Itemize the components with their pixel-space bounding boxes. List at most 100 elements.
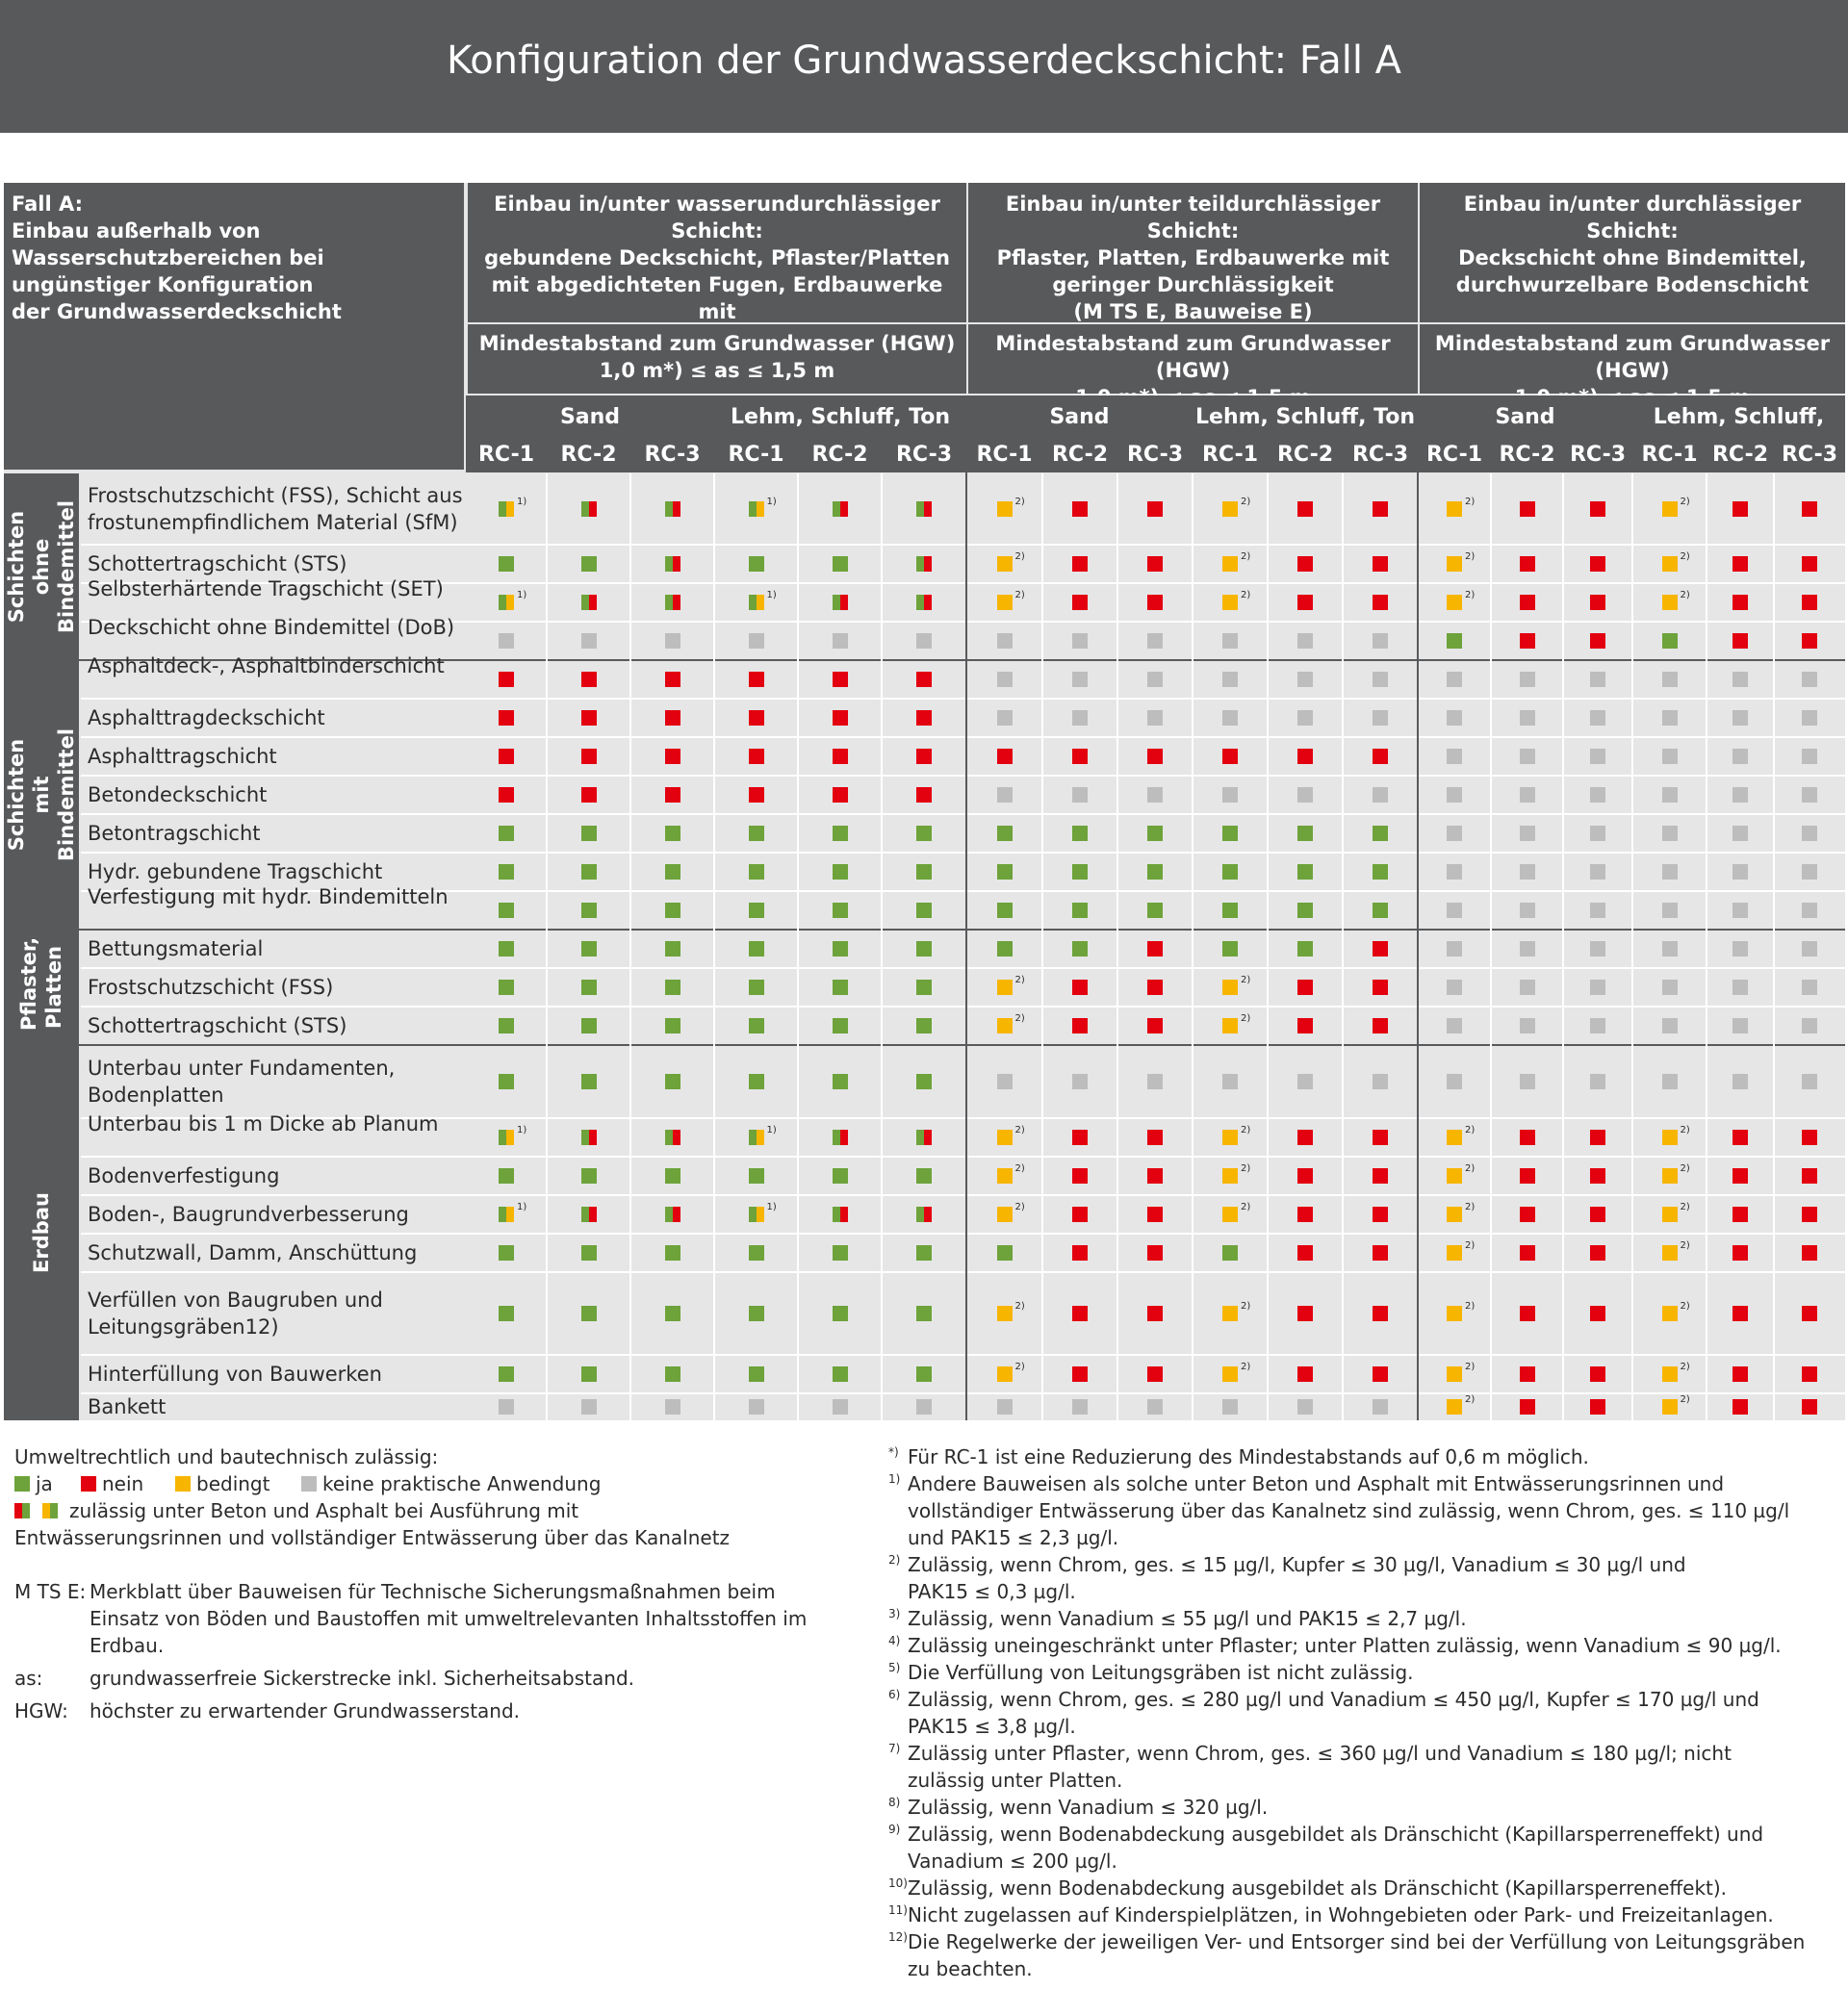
status-cell [916, 556, 932, 572]
no-marker [499, 787, 514, 803]
rc-header: RC-1 [466, 436, 547, 472]
rc-header: RC-2 [1042, 436, 1117, 472]
no-marker [1732, 633, 1748, 649]
no-marker [1373, 595, 1388, 610]
na-marker [1072, 633, 1088, 649]
yes-marker [916, 1245, 932, 1261]
yes-marker [832, 1245, 848, 1261]
yes-marker [832, 1306, 848, 1321]
status-cell [1072, 1245, 1088, 1261]
footnote-marker: 9) [888, 1823, 901, 1836]
yes-marker [832, 980, 848, 995]
status-cell [1590, 1018, 1605, 1033]
row-label: Bankett [88, 1395, 167, 1418]
status-cell [1147, 595, 1163, 610]
na-marker [1519, 1018, 1535, 1033]
distance-header: Mindestabstand zum Grundwasser (HGW)1,0 … [1420, 324, 1845, 409]
conditional-marker [996, 556, 1013, 572]
na-marker [499, 633, 514, 649]
group-header: Einbau in/unter wasserundurchlässiger Sc… [468, 183, 966, 350]
status-cell [748, 787, 764, 803]
yes-marker [1072, 826, 1088, 841]
status-cell: 2) [996, 551, 1025, 572]
status-cell: 2) [996, 1125, 1025, 1145]
no-marker [1072, 1306, 1088, 1321]
status-cell [916, 1074, 932, 1089]
yes-marker [916, 826, 932, 841]
status-cell [664, 672, 680, 687]
status-cell [1590, 1130, 1605, 1145]
mixed-marker-part [664, 501, 673, 517]
no-marker [1590, 1245, 1605, 1261]
section-label: Schichten mit Bindemittel [4, 660, 79, 930]
status-cell [1590, 980, 1605, 995]
abbrev-text: Merkblatt über Bauweisen für Technische … [90, 1580, 776, 1603]
group-header-line: geringer Durchlässigkeit [1052, 273, 1334, 296]
status-cell [1147, 1168, 1163, 1184]
status-cell: 2) [1661, 1301, 1690, 1321]
mixed-marker-part [916, 556, 924, 572]
footnote-mark: 2) [1014, 1013, 1025, 1024]
rc-header: RC-2 [798, 436, 882, 472]
footnote-mark: 2) [1241, 1013, 1251, 1024]
status-cell [1222, 633, 1238, 649]
footnote-text: Zulässig, wenn Vanadium ≤ 55 µg/l und PA… [908, 1607, 1467, 1630]
status-cell [996, 1074, 1013, 1089]
row-divider [81, 1156, 1845, 1158]
yes-marker [580, 1366, 597, 1382]
status-cell [1732, 1306, 1748, 1321]
status-cell [499, 1018, 514, 1033]
yes-marker [664, 1245, 680, 1261]
legend-na: keine praktische Anwendung [322, 1472, 602, 1495]
status-cell [1447, 710, 1462, 726]
status-cell [832, 595, 848, 610]
status-cell [1519, 1130, 1535, 1145]
no-marker [1297, 1207, 1313, 1222]
footnote-mark: 2) [1241, 551, 1251, 562]
status-cell [1590, 826, 1605, 841]
no-marker [1297, 556, 1313, 572]
footnote-text: Die Verfüllung von Leitungsgräben ist ni… [908, 1661, 1414, 1684]
group-header: Einbau in/unter teildurchlässiger Schich… [968, 183, 1418, 323]
status-cell [1519, 633, 1535, 649]
status-cell [1519, 1207, 1535, 1222]
status-cell [748, 556, 764, 572]
status-cell: 2) [996, 975, 1025, 995]
legend-mixed-line1: zulässig unter Beton und Asphalt bei Aus… [69, 1499, 579, 1522]
legend-no: nein [102, 1472, 144, 1495]
status-cell: 2) [1447, 1202, 1475, 1222]
footnote-mark: 2) [1241, 1202, 1251, 1212]
mixed-marker-part [924, 1130, 932, 1145]
status-cell [499, 672, 514, 687]
no-marker [1732, 1399, 1748, 1415]
footnote-mark: 2) [1680, 1202, 1690, 1212]
status-cell [748, 903, 764, 918]
status-cell [832, 826, 848, 841]
no-marker [1732, 1245, 1748, 1261]
na-marker [1732, 1018, 1748, 1033]
rc-header: RC-3 [1343, 436, 1418, 472]
no-marker [1802, 1130, 1817, 1145]
na-marker [1373, 672, 1388, 687]
yes-marker [996, 941, 1013, 957]
status-cell: 1) [499, 1202, 526, 1222]
na-marker [1447, 826, 1462, 841]
na-marker [1590, 980, 1605, 995]
status-cell: 2) [1222, 1125, 1250, 1145]
mixed-marker-part [499, 1130, 506, 1145]
no-marker [916, 672, 932, 687]
status-cell [1519, 710, 1535, 726]
no-marker [1732, 595, 1748, 610]
status-cell [1802, 595, 1817, 610]
status-cell [1802, 710, 1817, 726]
status-cell [1072, 941, 1088, 957]
status-cell [1802, 633, 1817, 649]
mixed-marker-part [506, 501, 514, 517]
footnote-mark: 2) [1680, 1394, 1690, 1405]
status-cell [1373, 864, 1388, 880]
na-marker [1222, 1399, 1238, 1415]
yes-marker [664, 980, 680, 995]
yes-marker [996, 826, 1013, 841]
no-marker [1802, 1366, 1817, 1382]
row-label: Schutzwall, Damm, Anschüttung [88, 1241, 418, 1264]
